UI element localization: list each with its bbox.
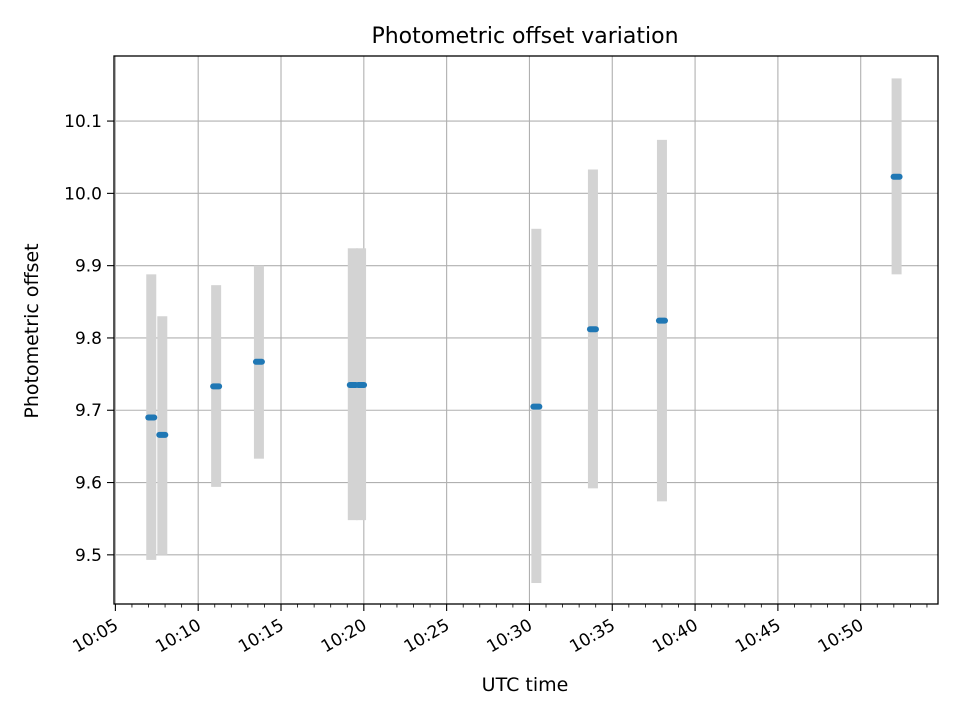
data-point <box>252 358 265 365</box>
chart-title: Photometric offset variation <box>371 24 678 49</box>
x-tick-label: 10:20 <box>318 615 370 657</box>
x-tick-label: 10:35 <box>566 615 618 657</box>
y-tick-label: 9.7 <box>75 401 102 421</box>
data-point <box>530 403 543 410</box>
data-point <box>586 326 599 333</box>
x-tick-label: 10:10 <box>152 615 204 657</box>
plot-area-frame <box>113 55 939 605</box>
x-axis-label: UTC time <box>482 674 569 696</box>
data-point <box>655 317 668 324</box>
data-point <box>210 383 223 390</box>
x-tick-label: 10:15 <box>235 615 287 657</box>
y-axis-label: Photometric offset <box>21 243 43 418</box>
grid <box>114 56 938 604</box>
y-tick-label: 9.5 <box>75 546 102 566</box>
data-markers <box>145 173 903 438</box>
y-tick-label: 9.8 <box>75 329 102 349</box>
y-tick-label: 9.6 <box>75 474 102 494</box>
data-point <box>890 173 903 180</box>
y-tick-label: 9.9 <box>75 257 102 277</box>
y-tick-label: 10.1 <box>64 112 102 132</box>
x-tick-label: 10:25 <box>401 615 453 657</box>
data-point <box>145 414 158 421</box>
x-tick-label: 10:40 <box>649 615 701 657</box>
x-tick-label: 10:50 <box>815 615 867 657</box>
data-point <box>156 431 169 438</box>
x-axis-ticks: 10:05 10:10 10:15 10:20 10:25 10:30 10:35 10:40… <box>69 604 928 657</box>
x-tick-label: 10:30 <box>484 615 536 657</box>
y-axis-ticks: 9.5 9.6 9.7 9.8 9.9 10.0 10.1 <box>64 112 114 566</box>
y-tick-label: 10.0 <box>64 184 102 204</box>
x-tick-label: 10:45 <box>732 615 784 657</box>
x-tick-label: 10:05 <box>69 615 121 657</box>
data-point <box>355 381 368 388</box>
error-bars <box>146 78 902 584</box>
